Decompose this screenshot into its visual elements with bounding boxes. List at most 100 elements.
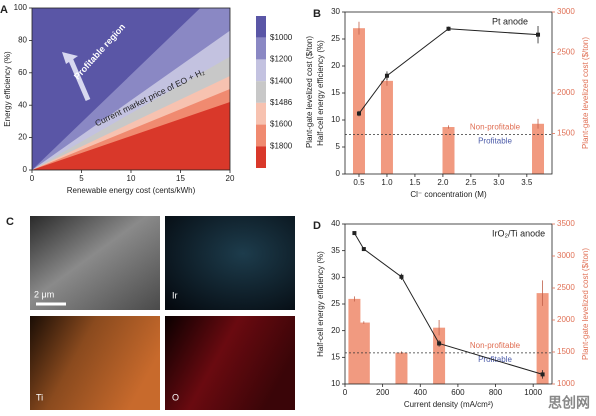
y-tick-label: 40 [331, 219, 340, 228]
y2-tick-label: 2500 [557, 283, 575, 292]
y2-tick-label: 2000 [557, 88, 575, 97]
colorbar-label: $1600 [270, 120, 293, 129]
marker [399, 274, 404, 279]
x-tick-label: 1000 [524, 388, 542, 397]
bar [442, 127, 455, 174]
chart-label: Pt anode [492, 16, 528, 26]
chart-label: IrO₂/Ti anode [492, 228, 545, 238]
marker [361, 247, 366, 252]
bar [433, 327, 446, 384]
x-tick-label: 0 [30, 174, 35, 183]
annotation: Profitable [478, 355, 512, 364]
ti-map [30, 316, 160, 410]
y2-axis-title: Plant-gate levelized cost ($/ton) [581, 37, 590, 149]
y2-tick-label: 3000 [557, 7, 575, 16]
x-tick-label: 2.5 [465, 178, 477, 187]
marker [352, 231, 357, 236]
bar [536, 293, 549, 384]
y-tick-label: 0 [336, 169, 341, 178]
arrow [67, 57, 91, 101]
colorbar-swatch [256, 37, 266, 60]
watermark: 思创网 [548, 395, 590, 411]
y2-tick-label: 1500 [557, 347, 575, 356]
x-tick-label: 200 [376, 388, 390, 397]
x-tick-label: 3.5 [521, 178, 533, 187]
arrow-head [62, 52, 78, 64]
x-axis-title: Current density (mA/cm²) [404, 400, 494, 409]
y-tick-label: 100 [14, 3, 28, 12]
y-tick-label: 80 [18, 36, 27, 45]
x-tick-label: 800 [489, 388, 503, 397]
x-tick-label: 600 [451, 388, 465, 397]
panel-label: D [313, 220, 321, 232]
o-map [165, 316, 295, 410]
panel-label: C [6, 216, 14, 228]
map-label: Ir [172, 290, 178, 300]
bar [357, 322, 370, 384]
marker [384, 73, 389, 78]
colorbar-label: $1800 [270, 141, 293, 150]
x-tick-label: 5 [79, 174, 84, 183]
y-axis-title: Half-cell energy efficiency (%) [316, 40, 325, 146]
y-tick-label: 25 [331, 299, 340, 308]
x-tick-label: 0 [343, 388, 348, 397]
y-tick-label: 10 [331, 115, 340, 124]
marker [536, 32, 541, 37]
y-tick-label: 30 [331, 7, 340, 16]
map-label: O [172, 392, 179, 402]
colorbar-swatch [256, 146, 266, 168]
panel-label: B [313, 8, 321, 20]
colorbar-label: $1486 [270, 98, 293, 107]
bar [348, 298, 361, 384]
y-tick-label: 40 [18, 100, 27, 109]
colorbar-swatch [256, 16, 266, 38]
colorbar-swatch [256, 59, 266, 82]
x-tick-label: 15 [176, 174, 185, 183]
bar [395, 352, 408, 384]
y-tick-label: 15 [331, 88, 340, 97]
x-tick-label: 1.5 [409, 178, 421, 187]
scale-bar-label: 2 μm [34, 289, 54, 299]
y-tick-label: 60 [18, 68, 27, 77]
y2-tick-label: 1500 [557, 129, 575, 138]
y-tick-label: 0 [23, 165, 28, 174]
x-tick-label: 20 [226, 174, 235, 183]
y-tick-label: 30 [331, 272, 340, 281]
x-tick-label: 10 [127, 174, 136, 183]
colorbar-swatch [256, 81, 266, 103]
y2-tick-label: 3500 [557, 219, 575, 228]
annotation: Profitable [478, 137, 512, 146]
x-tick-label: 1.0 [381, 178, 393, 187]
y2-tick-label: 2500 [557, 48, 575, 57]
y-tick-label: 5 [336, 142, 341, 151]
bar [532, 123, 545, 174]
panel-c: C 2 μm Ir Ti O [6, 216, 295, 410]
y-tick-label: 20 [18, 133, 27, 142]
panel-label: A [0, 4, 8, 16]
colorbar-swatch [256, 102, 266, 125]
y2-tick-label: 3000 [557, 251, 575, 260]
bar [380, 80, 393, 174]
bar [352, 28, 365, 175]
line [358, 28, 539, 114]
annotation: Non-profitable [470, 123, 521, 132]
sem-image [30, 216, 160, 310]
x-tick-label: 2.0 [437, 178, 449, 187]
plot-frame [344, 223, 553, 385]
colorbar-label: $1000 [270, 33, 293, 42]
map-label: Ti [36, 392, 43, 402]
y2-tick-label: 2000 [557, 315, 575, 324]
x-axis-title: Renewable energy cost (cents/kWh) [67, 186, 196, 195]
marker [356, 111, 361, 116]
marker [540, 372, 545, 377]
y-tick-label: 25 [331, 34, 340, 43]
y-tick-label: 15 [331, 352, 340, 361]
ir-map [165, 216, 295, 310]
y-tick-label: 20 [331, 61, 340, 70]
y-tick-label: 20 [331, 326, 340, 335]
colorbar-title: Plant-gate levelized cost ($/ton) [305, 36, 314, 148]
marker [446, 26, 451, 31]
y-axis-title: Half-cell energy efficiency (%) [316, 251, 325, 357]
